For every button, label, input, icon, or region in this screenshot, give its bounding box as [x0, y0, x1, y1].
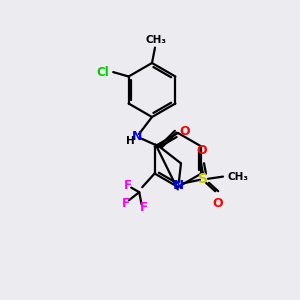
Text: F: F [122, 197, 130, 210]
Text: F: F [140, 201, 148, 214]
Text: Cl: Cl [97, 66, 109, 79]
Text: H: H [126, 136, 134, 146]
Text: O: O [197, 144, 207, 157]
Text: F: F [124, 179, 132, 192]
Text: S: S [198, 172, 208, 186]
Text: O: O [180, 125, 190, 138]
Text: N: N [173, 179, 184, 192]
Text: CH₃: CH₃ [227, 172, 248, 182]
Text: N: N [132, 130, 142, 143]
Text: O: O [212, 197, 223, 210]
Text: CH₃: CH₃ [146, 34, 167, 45]
